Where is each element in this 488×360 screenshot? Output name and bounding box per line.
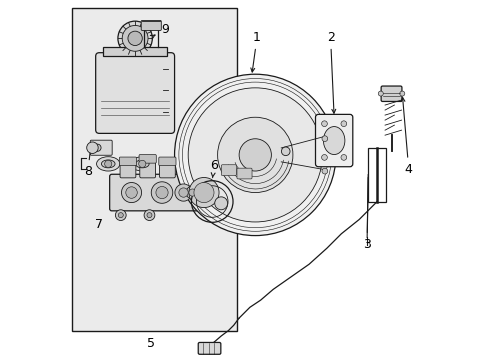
Ellipse shape <box>323 127 344 154</box>
FancyBboxPatch shape <box>159 157 176 166</box>
Circle shape <box>122 26 148 51</box>
Text: 9: 9 <box>150 23 168 39</box>
Text: 7: 7 <box>95 218 103 231</box>
Circle shape <box>321 121 326 127</box>
Circle shape <box>340 154 346 160</box>
Text: 1: 1 <box>250 31 261 72</box>
Circle shape <box>121 183 142 203</box>
Bar <box>367 148 386 202</box>
Circle shape <box>188 189 196 196</box>
Circle shape <box>281 147 289 156</box>
Circle shape <box>151 182 172 203</box>
Text: 8: 8 <box>83 146 92 178</box>
Circle shape <box>179 188 188 197</box>
Circle shape <box>175 184 192 201</box>
Circle shape <box>139 160 145 167</box>
FancyBboxPatch shape <box>120 161 136 178</box>
Circle shape <box>340 121 346 127</box>
FancyBboxPatch shape <box>90 140 112 155</box>
Circle shape <box>378 91 383 96</box>
FancyBboxPatch shape <box>159 161 175 178</box>
FancyBboxPatch shape <box>96 53 174 134</box>
Ellipse shape <box>135 160 149 168</box>
FancyBboxPatch shape <box>141 21 161 31</box>
Circle shape <box>144 210 155 221</box>
FancyBboxPatch shape <box>221 165 236 176</box>
Circle shape <box>188 88 322 222</box>
Text: 6: 6 <box>210 159 218 178</box>
Circle shape <box>217 117 292 193</box>
Circle shape <box>104 160 112 167</box>
Polygon shape <box>102 47 167 56</box>
Bar <box>72 8 237 330</box>
FancyBboxPatch shape <box>315 114 352 167</box>
Circle shape <box>321 136 327 141</box>
Circle shape <box>86 142 98 153</box>
Circle shape <box>118 213 123 218</box>
Circle shape <box>128 31 142 45</box>
Text: 4: 4 <box>400 98 412 176</box>
Circle shape <box>115 210 126 221</box>
Ellipse shape <box>101 160 115 168</box>
FancyBboxPatch shape <box>119 157 136 166</box>
Circle shape <box>214 197 227 210</box>
Circle shape <box>156 186 168 199</box>
Circle shape <box>174 74 335 235</box>
FancyBboxPatch shape <box>139 154 156 163</box>
FancyBboxPatch shape <box>380 86 401 102</box>
Circle shape <box>188 177 219 208</box>
Circle shape <box>194 183 214 203</box>
Ellipse shape <box>130 157 154 171</box>
Text: 3: 3 <box>363 177 370 251</box>
FancyBboxPatch shape <box>198 342 221 354</box>
Circle shape <box>321 168 327 174</box>
Circle shape <box>399 91 404 96</box>
Circle shape <box>147 213 152 218</box>
Ellipse shape <box>96 157 120 171</box>
FancyBboxPatch shape <box>140 159 155 178</box>
Circle shape <box>321 154 326 160</box>
Circle shape <box>185 186 199 199</box>
FancyBboxPatch shape <box>237 168 251 179</box>
FancyBboxPatch shape <box>109 174 208 211</box>
Circle shape <box>239 139 271 171</box>
Circle shape <box>94 144 101 151</box>
Circle shape <box>118 21 152 55</box>
Text: 5: 5 <box>147 337 155 350</box>
Text: 2: 2 <box>326 31 335 113</box>
Circle shape <box>125 187 137 198</box>
